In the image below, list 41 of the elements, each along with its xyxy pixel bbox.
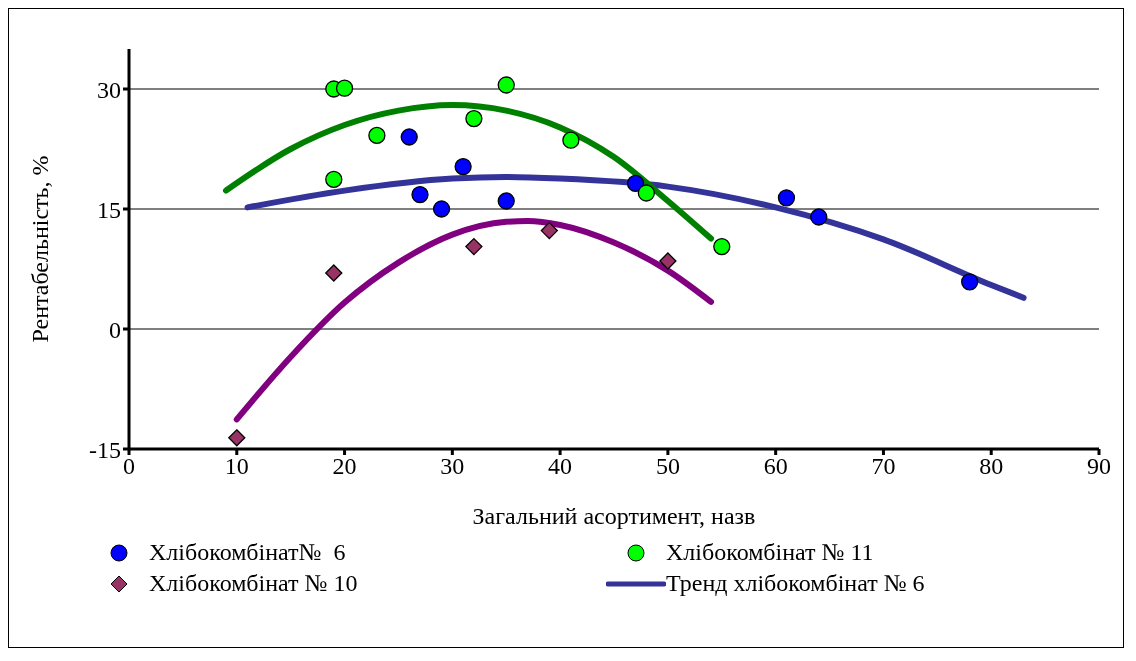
point bbox=[497, 76, 515, 94]
point bbox=[562, 131, 580, 149]
x-tick-label: 60 bbox=[763, 453, 788, 480]
point bbox=[411, 185, 429, 204]
point bbox=[454, 157, 472, 176]
point bbox=[432, 200, 451, 218]
x-axis-title: Загальний асортимент, назв bbox=[472, 503, 756, 529]
point bbox=[465, 237, 483, 256]
legend-label: Хлібокомбінат № 10 bbox=[149, 570, 358, 597]
y-tick-label: -15 bbox=[89, 436, 121, 463]
point bbox=[400, 128, 418, 146]
x-tick-label: 30 bbox=[440, 453, 465, 480]
x-tick-label: 50 bbox=[655, 453, 680, 480]
legend-label: Хлібокомбінат № 11 bbox=[666, 539, 874, 566]
point bbox=[659, 252, 677, 270]
y-tick-label: 15 bbox=[97, 196, 121, 223]
point bbox=[713, 237, 731, 256]
point bbox=[637, 184, 655, 202]
point bbox=[540, 221, 558, 240]
x-tick-label: 10 bbox=[224, 453, 249, 480]
x-tick-label: 40 bbox=[548, 453, 573, 480]
point bbox=[465, 109, 483, 128]
point bbox=[626, 174, 645, 193]
point bbox=[228, 429, 246, 447]
x-tick-label: 20 bbox=[332, 453, 357, 480]
y-tick-label: 30 bbox=[97, 76, 121, 103]
x-tick-label: 80 bbox=[979, 453, 1004, 480]
legend-label: Тренд хлібокомбінат № 6 bbox=[666, 570, 925, 597]
point bbox=[325, 170, 343, 189]
point bbox=[368, 126, 386, 145]
y-axis-title: Рентабельність, % bbox=[26, 155, 53, 343]
point bbox=[810, 208, 828, 226]
x-tick-label: 70 bbox=[871, 453, 896, 480]
point bbox=[497, 192, 515, 210]
legend-label: Хлібокомбінат№ 6 bbox=[149, 539, 346, 566]
y-tick-label: 0 bbox=[109, 316, 121, 343]
point bbox=[325, 264, 343, 282]
x-tick-label: 90 bbox=[1087, 453, 1111, 480]
point bbox=[335, 79, 354, 97]
point bbox=[961, 273, 979, 291]
point bbox=[777, 189, 796, 207]
